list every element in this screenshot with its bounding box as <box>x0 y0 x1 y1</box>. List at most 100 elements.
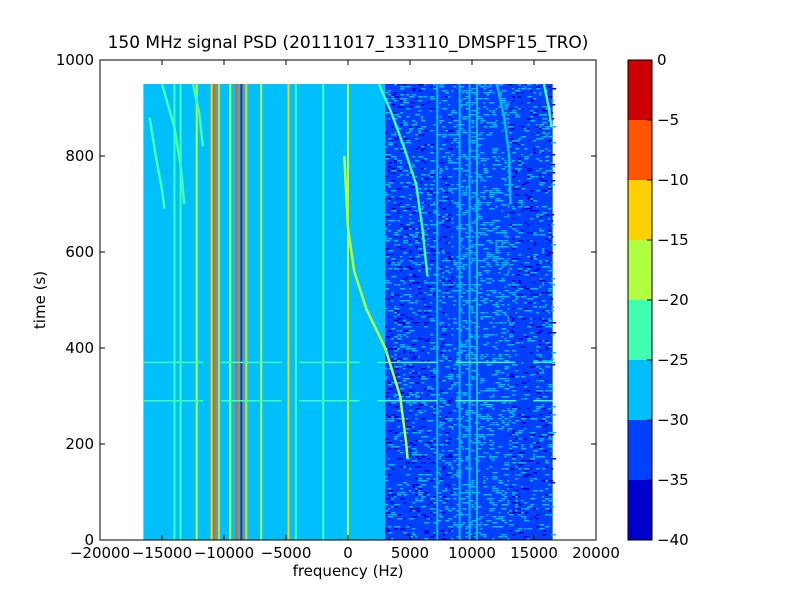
noise-speckle <box>409 376 415 378</box>
noise-speckle <box>548 150 551 152</box>
noise-speckle <box>439 148 444 150</box>
noise-speckle <box>545 498 550 500</box>
noise-speckle <box>442 224 446 226</box>
noise-speckle <box>530 324 535 326</box>
noise-speckle <box>524 520 530 522</box>
noise-speckle <box>548 236 554 238</box>
noise-speckle <box>501 242 507 244</box>
noise-speckle <box>388 154 392 156</box>
noise-speckle <box>397 314 401 316</box>
noise-speckle <box>486 434 491 436</box>
noise-speckle <box>391 538 394 540</box>
x-tick-label: −20000 <box>70 544 130 562</box>
noise-speckle <box>445 392 449 394</box>
noise-speckle <box>489 90 493 92</box>
noise-speckle <box>551 126 557 128</box>
noise-speckle <box>551 468 554 470</box>
noise-speckle <box>403 380 407 382</box>
noise-speckle <box>421 368 427 370</box>
noise-speckle <box>421 506 427 508</box>
noise-speckle <box>498 370 501 372</box>
noise-speckle <box>462 372 465 374</box>
noise-speckle <box>480 132 484 134</box>
noise-speckle <box>415 176 418 178</box>
noise-speckle <box>412 236 418 238</box>
noise-speckle <box>462 508 467 510</box>
noise-speckle <box>445 152 451 154</box>
noise-speckle <box>492 354 495 356</box>
noise-speckle <box>515 506 519 508</box>
noise-speckle <box>518 430 524 432</box>
noise-speckle <box>453 484 456 486</box>
noise-speckle <box>409 260 413 262</box>
noise-speckle <box>465 356 468 358</box>
noise-speckle <box>530 272 535 274</box>
noise-speckle <box>409 186 413 188</box>
noise-speckle <box>409 106 413 108</box>
noise-speckle <box>445 296 448 298</box>
noise-speckle <box>430 318 435 320</box>
noise-speckle <box>477 208 482 210</box>
noise-speckle <box>483 160 487 162</box>
noise-speckle <box>512 224 518 226</box>
doppler-track <box>495 83 512 205</box>
noise-speckle <box>533 210 539 212</box>
noise-speckle <box>394 92 398 94</box>
noise-speckle <box>545 488 549 490</box>
noise-speckle <box>462 484 466 486</box>
noise-speckle <box>504 166 508 168</box>
noise-speckle <box>412 184 418 186</box>
noise-speckle <box>551 352 557 354</box>
noise-speckle <box>509 412 515 414</box>
noise-speckle <box>471 140 476 142</box>
noise-speckle <box>453 202 459 204</box>
noise-speckle <box>498 272 501 274</box>
noise-speckle <box>415 242 421 244</box>
noise-speckle <box>518 240 524 242</box>
noise-speckle <box>501 296 506 298</box>
noise-speckle <box>545 342 551 344</box>
noise-speckle <box>498 512 501 514</box>
noise-speckle <box>433 210 439 212</box>
noise-speckle <box>397 514 402 516</box>
noise-speckle <box>524 158 529 160</box>
noise-speckle <box>445 432 450 434</box>
noise-speckle <box>512 376 517 378</box>
noise-speckle <box>462 514 465 516</box>
noise-speckle <box>542 152 545 154</box>
noise-speckle <box>551 270 554 272</box>
noise-speckle <box>533 360 539 362</box>
noise-speckle <box>551 406 557 408</box>
noise-speckle <box>483 416 489 418</box>
noise-speckle <box>415 408 421 410</box>
spectrogram-heatmap <box>143 83 557 540</box>
noise-speckle <box>409 508 415 510</box>
noise-speckle <box>521 318 527 320</box>
noise-speckle <box>453 112 458 114</box>
noise-speckle <box>489 448 495 450</box>
noise-speckle <box>394 374 400 376</box>
noise-speckle <box>515 296 520 298</box>
noise-speckle <box>539 126 542 128</box>
noise-speckle <box>424 436 429 438</box>
noise-speckle <box>515 322 519 324</box>
noise-speckle <box>551 332 557 334</box>
noise-speckle <box>424 324 427 326</box>
noise-speckle <box>418 254 421 256</box>
noise-speckle <box>394 338 397 340</box>
noise-speckle <box>462 436 468 438</box>
noise-speckle <box>495 242 498 244</box>
noise-speckle <box>394 504 399 506</box>
noise-speckle <box>445 166 448 168</box>
noise-speckle <box>527 128 530 130</box>
noise-speckle <box>527 474 532 476</box>
noise-speckle <box>515 524 518 526</box>
noise-speckle <box>412 124 418 126</box>
noise-speckle <box>542 280 546 282</box>
noise-speckle <box>507 488 511 490</box>
noise-speckle <box>501 416 505 418</box>
noise-speckle <box>418 114 421 116</box>
noise-speckle <box>439 468 442 470</box>
noise-speckle <box>533 410 539 412</box>
